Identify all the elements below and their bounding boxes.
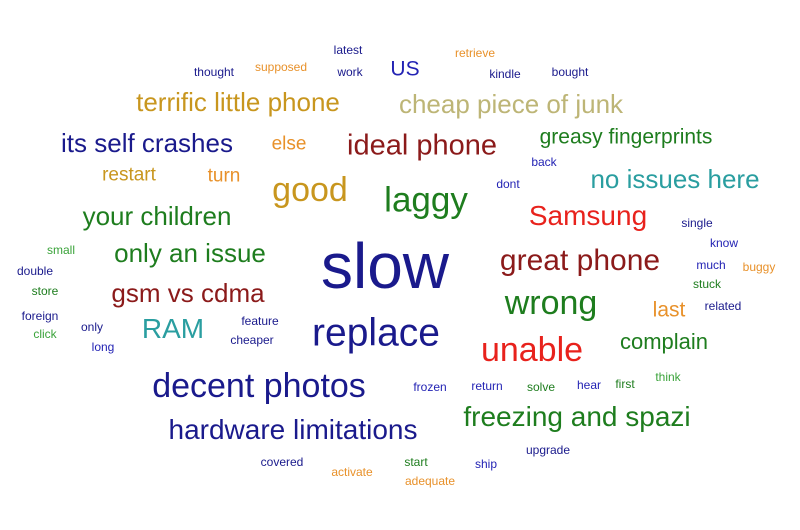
word-no-issues-here: no issues here bbox=[590, 164, 760, 194]
word-hardware-limitations: hardware limitations bbox=[168, 414, 418, 445]
word-related: related bbox=[704, 299, 742, 313]
word-cheap-piece-of-junk: cheap piece of junk bbox=[398, 89, 624, 119]
word-samsung: Samsung bbox=[528, 200, 648, 231]
word-hear: hear bbox=[576, 378, 602, 392]
word-foreign: foreign bbox=[21, 309, 59, 323]
word-kindle: kindle bbox=[489, 67, 521, 81]
word-stuck: stuck bbox=[692, 277, 722, 291]
word-gsm-vs-cdma: gsm vs cdma bbox=[111, 278, 265, 308]
word-ideal-phone: ideal phone bbox=[347, 129, 497, 162]
word-covered: covered bbox=[260, 455, 304, 469]
word-think: think bbox=[655, 370, 681, 384]
word-know: know bbox=[709, 236, 739, 250]
word-restart: restart bbox=[102, 164, 156, 186]
word-complain: complain bbox=[619, 329, 709, 354]
word-laggy: laggy bbox=[384, 180, 468, 220]
word-its-self-crashes: its self crashes bbox=[61, 128, 233, 158]
word-decent-photos: decent photos bbox=[152, 367, 366, 405]
word-slow: slow bbox=[320, 230, 450, 302]
word-us: US bbox=[390, 57, 420, 81]
word-retrieve: retrieve bbox=[454, 46, 496, 60]
word-activate: activate bbox=[331, 465, 373, 479]
word-dont: dont bbox=[496, 177, 520, 191]
word-first: first bbox=[615, 377, 635, 391]
word-frozen: frozen bbox=[413, 380, 447, 394]
word-solve: solve bbox=[526, 380, 556, 394]
word-ram: RAM bbox=[141, 313, 205, 344]
word-small: small bbox=[46, 243, 76, 257]
word-supposed: supposed bbox=[254, 60, 308, 74]
word-only: only bbox=[80, 320, 104, 334]
word-only-an-issue: only an issue bbox=[114, 238, 266, 268]
word-much: much bbox=[696, 258, 726, 272]
word-great-phone: great phone bbox=[499, 244, 661, 277]
word-freezing-and-spazi: freezing and spazi bbox=[463, 401, 691, 432]
word-store: store bbox=[31, 284, 59, 298]
word-adequate: adequate bbox=[404, 474, 456, 488]
word-unable: unable bbox=[480, 331, 584, 369]
word-start: start bbox=[404, 455, 428, 469]
word-return: return bbox=[471, 379, 503, 393]
word-feature: feature bbox=[241, 314, 279, 328]
word-latest: latest bbox=[333, 43, 363, 57]
word-thought: thought bbox=[193, 65, 235, 79]
word-back: back bbox=[531, 155, 557, 169]
word-terrific-little-phone: terrific little phone bbox=[136, 87, 340, 117]
word-good: good bbox=[272, 171, 348, 209]
word-turn: turn bbox=[207, 165, 241, 187]
word-wrong: wrong bbox=[504, 284, 598, 322]
word-last: last bbox=[652, 298, 686, 322]
word-work: work bbox=[337, 65, 363, 79]
word-ship: ship bbox=[474, 457, 498, 471]
word-buggy: buggy bbox=[742, 260, 776, 274]
word-bought: bought bbox=[551, 65, 589, 79]
word-long: long bbox=[91, 340, 115, 354]
word-else: else bbox=[271, 133, 307, 155]
word-replace: replace bbox=[312, 311, 440, 355]
word-click: click bbox=[33, 327, 57, 341]
word-single: single bbox=[681, 216, 713, 230]
word-your-children: your children bbox=[82, 201, 232, 231]
word-upgrade: upgrade bbox=[525, 443, 571, 457]
word-greasy-fingerprints: greasy fingerprints bbox=[539, 125, 713, 149]
word-cheaper: cheaper bbox=[230, 333, 274, 347]
word-double: double bbox=[16, 264, 54, 278]
